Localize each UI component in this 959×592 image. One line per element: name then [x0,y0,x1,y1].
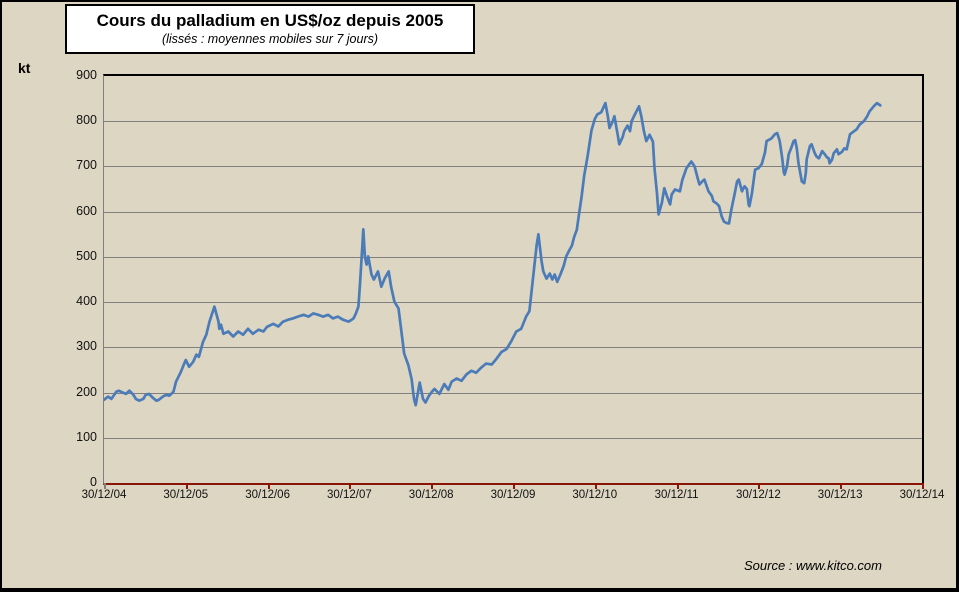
y-tick-label-0: 0 [90,475,97,489]
x-tick-mark-4 [431,483,434,489]
x-tick-label-30-12-06: 30/12/06 [245,489,290,501]
y-tick-label-700: 700 [76,158,97,173]
y-tick-label-200: 200 [76,384,97,399]
chart-title: Cours du palladium en US$/oz depuis 2005 [96,11,444,30]
x-tick-label-30-12-14: 30/12/14 [899,489,945,501]
y-tick-label-900: 900 [76,68,97,82]
price-line-chart [104,101,922,439]
x-tick-label-30-12-07: 30/12/07 [327,489,372,501]
x-tick-label-30-12-11: 30/12/11 [654,489,699,501]
x-tick-label-30-12-05: 30/12/05 [163,489,209,501]
x-tick-mark-1 [185,483,188,489]
x-tick-label-30-12-08: 30/12/08 [408,489,454,501]
x-tick-mark-8 [758,483,761,489]
palladium-price-line [104,101,882,407]
source-credit: Source : www.kitco.com [744,558,882,573]
y-tick-label-600: 600 [76,203,97,218]
y-tick-label-800: 800 [76,113,97,128]
plot-area [103,74,924,485]
x-tick-mark-6 [594,483,597,489]
y-axis-unit-label: kt [18,60,31,76]
x-tick-label-30-12-13: 30/12/13 [817,489,863,501]
x-tick-label-30-12-10: 30/12/10 [572,489,618,501]
y-tick-label-400: 400 [76,294,97,309]
x-tick-mark-3 [349,483,352,489]
x-tick-label-30-12-12: 30/12/12 [736,489,781,501]
x-tick-mark-0 [104,483,106,489]
chart-subtitle: (lissés : moyennes mobiles sur 7 jours) [161,32,379,46]
y-tick-label-500: 500 [76,248,97,263]
y-tick-label-100: 100 [76,429,97,444]
x-tick-label-30-12-09: 30/12/09 [490,489,536,501]
x-tick-mark-10 [922,483,924,489]
x-tick-mark-9 [840,483,843,489]
x-tick-mark-7 [676,483,679,489]
y-tick-label-300: 300 [76,339,97,354]
x-tick-mark-2 [267,483,270,489]
x-tick-mark-5 [513,483,515,489]
x-tick-label-30-12-04: 30/12/04 [81,489,127,501]
chart-title-box: Cours du palladium en US$/oz depuis 2005… [65,4,475,54]
horizontal-gridlines [104,121,922,439]
